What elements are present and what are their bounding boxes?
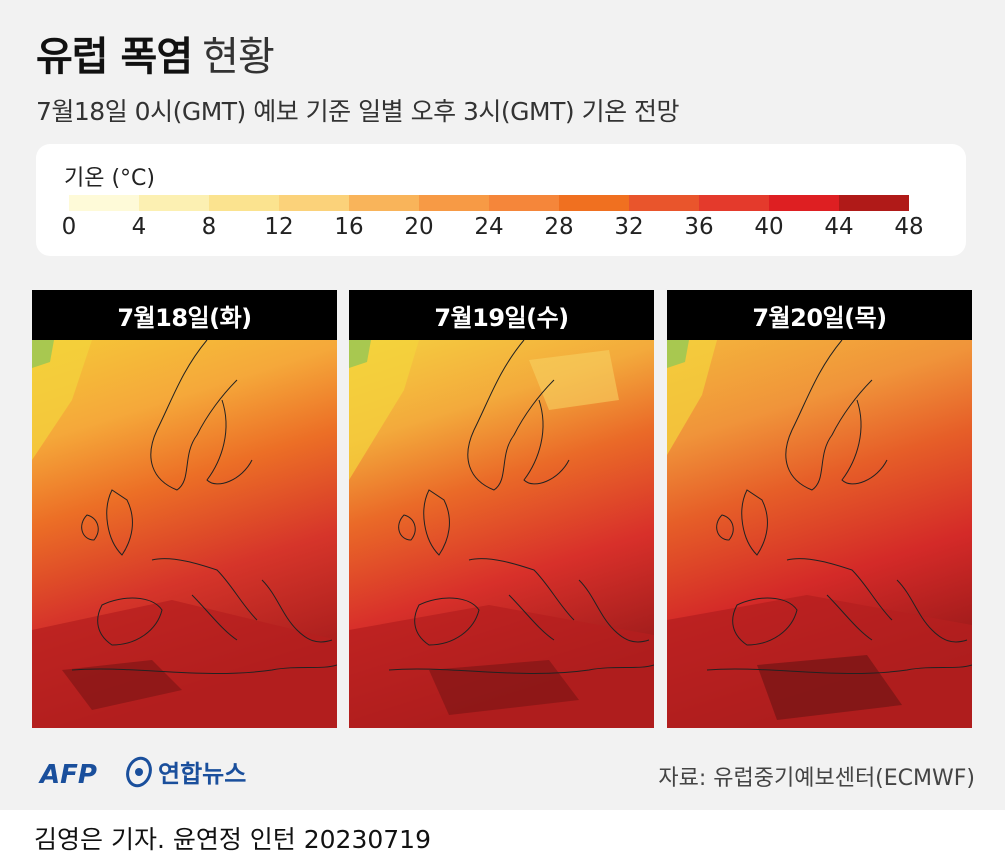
greenland-tip (32, 340, 54, 368)
legend-swatch (139, 195, 209, 211)
cool-zone-atlantic (349, 340, 419, 480)
coastlines (71, 340, 337, 675)
cool-zone-atlantic (667, 340, 717, 455)
coastlines (388, 340, 654, 675)
legend-tick-label: 36 (684, 214, 714, 240)
page-title: 유럽 폭염 현황 (36, 24, 275, 82)
hottest-zone (62, 660, 182, 710)
legend-tick-label: 0 (61, 214, 77, 240)
legend-tick-label: 8 (201, 214, 217, 240)
legend-swatch (839, 195, 909, 211)
greenland-tip (349, 340, 371, 368)
greenland-tip (667, 340, 689, 368)
temperature-legend: 기온 (°C) 0 4 8 12 16 20 24 28 32 36 40 44 48 (36, 144, 966, 256)
legend-tick-label: 44 (824, 214, 854, 240)
cool-zone-north (529, 350, 619, 410)
title-bold: 유럽 폭염 (36, 34, 193, 80)
title-light: 현황 (202, 34, 275, 80)
legend-color-bar (69, 195, 909, 211)
legend-swatch (419, 195, 489, 211)
page-subtitle: 7월18일 0시(GMT) 예보 기준 일별 오후 3시(GMT) 기온 전망 (36, 97, 680, 126)
europe-temperature-map (32, 340, 337, 728)
byline: 김영은 기자. 윤연정 인턴 20230719 (34, 825, 431, 854)
legend-tick-label: 32 (614, 214, 644, 240)
yonhap-emblem-icon (126, 756, 152, 787)
legend-swatch (559, 195, 629, 211)
map-card-day1: 7월18일(화) (32, 290, 337, 728)
legend-tick-label: 28 (544, 214, 574, 240)
map-card-day3: 7월20일(목) (667, 290, 972, 728)
legend-ticks: 0 4 8 12 16 20 24 28 32 36 40 44 48 (62, 214, 924, 244)
legend-swatch (629, 195, 699, 211)
legend-swatch (69, 195, 139, 211)
afp-logo: AFP (40, 760, 97, 790)
legend-swatch (209, 195, 279, 211)
map-date-label: 7월19일(수) (349, 290, 654, 340)
yonhap-logo-text: 연합뉴스 (158, 760, 247, 788)
europe-temperature-map (349, 340, 654, 728)
map-date-label: 7월20일(목) (667, 290, 972, 340)
yonhap-logo: 연합뉴스 (124, 754, 246, 789)
legend-tick-label: 4 (131, 214, 147, 240)
legend-swatch (699, 195, 769, 211)
europe-temperature-map (667, 340, 972, 728)
cool-zone-atlantic (32, 340, 92, 460)
map-card-day2: 7월19일(수) (349, 290, 654, 728)
legend-swatch (769, 195, 839, 211)
legend-tick-label: 12 (264, 214, 294, 240)
legend-swatch (349, 195, 419, 211)
legend-tick-label: 40 (754, 214, 784, 240)
legend-swatch (279, 195, 349, 211)
legend-tick-label: 20 (404, 214, 434, 240)
map-date-label: 7월18일(화) (32, 290, 337, 340)
legend-title: 기온 (°C) (64, 166, 156, 191)
legend-tick-label: 24 (474, 214, 504, 240)
source-note: 자료: 유럽중기예보센터(ECMWF) (658, 766, 975, 791)
legend-swatch (489, 195, 559, 211)
coastlines (706, 340, 972, 675)
legend-tick-label: 48 (894, 214, 924, 240)
legend-tick-label: 16 (334, 214, 364, 240)
